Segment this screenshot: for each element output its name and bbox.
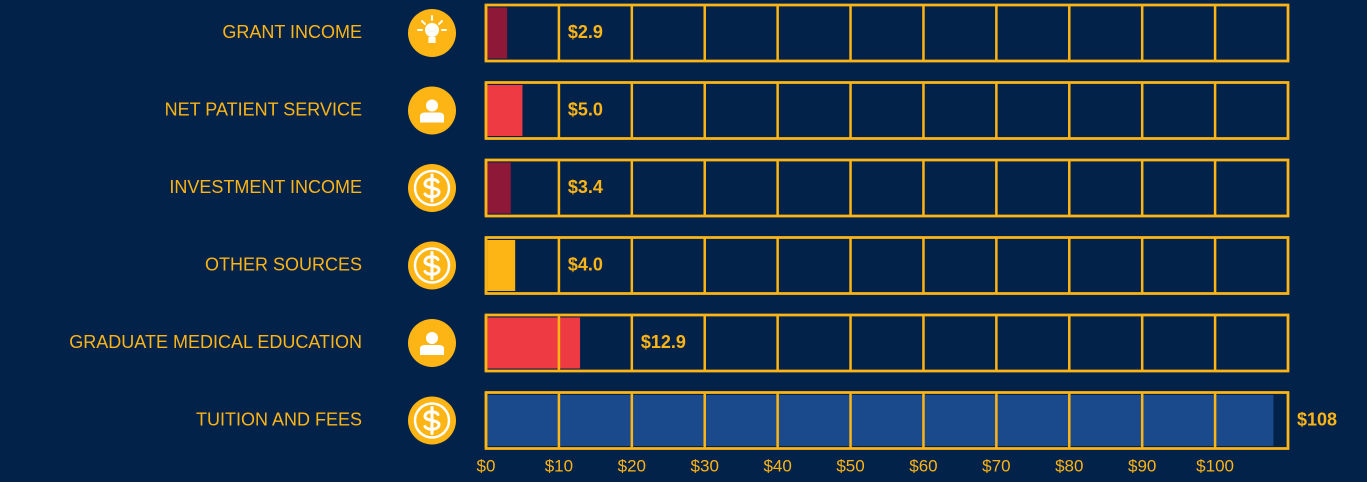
x-tick-label: $0 — [477, 456, 496, 475]
icon-bulb-base — [428, 37, 436, 43]
bar-frame-edge — [484, 81, 1290, 140]
icon-ray — [421, 20, 426, 25]
bar-frame-edge — [484, 3, 1290, 63]
bar-frame-edge — [484, 391, 1290, 450]
x-tick-label: $10 — [545, 456, 573, 475]
bar — [487, 7, 508, 59]
icon-body — [420, 345, 444, 355]
bar — [487, 85, 523, 136]
value-label: $5.0 — [568, 99, 603, 119]
icon-glyph — [423, 173, 441, 203]
icon-head — [426, 99, 438, 112]
icon-bulb — [425, 23, 439, 37]
x-tick-label: $60 — [909, 456, 937, 475]
value-label: $12.9 — [641, 332, 686, 352]
bar-frame — [484, 313, 1290, 373]
x-tick-label: $50 — [836, 456, 864, 475]
x-tick-label: $70 — [982, 456, 1010, 475]
value-label: $2.9 — [568, 22, 603, 42]
x-tick-label: $30 — [691, 456, 719, 475]
value-label: $4.0 — [568, 254, 603, 274]
category-label: OTHER SOURCES — [205, 254, 362, 274]
x-tick-label: $20 — [618, 456, 646, 475]
icon-ring — [413, 169, 451, 207]
category-label: NET PATIENT SERVICE — [165, 99, 362, 119]
bar — [487, 162, 511, 214]
bar-frame — [484, 81, 1290, 140]
bar-frame — [484, 3, 1290, 63]
icon-ring — [413, 247, 451, 284]
category-label: INVESTMENT INCOME — [169, 177, 362, 197]
category-label: GRADUATE MEDICAL EDUCATION — [69, 332, 362, 352]
icon-glyph — [423, 406, 441, 435]
bar — [487, 240, 516, 291]
bar-frame-edge — [484, 313, 1290, 373]
x-tick-label: $80 — [1055, 456, 1083, 475]
x-tick-label: $40 — [763, 456, 791, 475]
value-label: $108 — [1297, 409, 1337, 429]
icon-ring — [413, 402, 451, 439]
icon-glyph — [423, 251, 441, 280]
x-tick-label: $100 — [1196, 456, 1234, 475]
bar — [487, 317, 581, 369]
bar-frame — [484, 236, 1290, 295]
x-tick-label: $90 — [1128, 456, 1156, 475]
icon-body — [420, 112, 444, 123]
category-label: GRANT INCOME — [222, 22, 362, 42]
icon-ray — [438, 20, 443, 25]
bar-frame — [484, 158, 1290, 218]
bar — [487, 395, 1274, 446]
bar-frame-edge — [484, 236, 1290, 295]
category-label: TUITION AND FEES — [196, 409, 362, 429]
bar-frame-edge — [484, 158, 1290, 218]
value-label: $3.4 — [568, 177, 603, 197]
icon-head — [426, 332, 438, 344]
